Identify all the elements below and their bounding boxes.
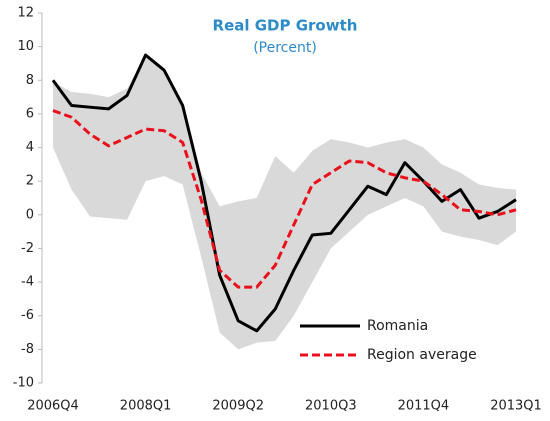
x-tick-label: 2006Q4 bbox=[27, 399, 79, 414]
x-tick-label: 2013Q1 bbox=[490, 399, 542, 414]
chart-subtitle: (Percent) bbox=[253, 40, 317, 56]
y-tick-label: -8 bbox=[21, 342, 34, 357]
y-tick-label: 2 bbox=[26, 174, 34, 189]
x-tick-label: 2009Q2 bbox=[212, 399, 264, 414]
y-tick-label: 10 bbox=[17, 39, 34, 54]
y-tick-label: 0 bbox=[26, 207, 34, 222]
y-tick-label: 12 bbox=[17, 6, 34, 21]
y-tick-label: -4 bbox=[21, 275, 34, 290]
y-tick-label: 4 bbox=[26, 140, 34, 155]
x-tick-label: 2011Q4 bbox=[398, 399, 450, 414]
chart-title: Real GDP Growth bbox=[213, 17, 358, 35]
x-tick-label: 2008Q1 bbox=[120, 399, 172, 414]
y-tick-label: 8 bbox=[26, 73, 34, 88]
series-line bbox=[51, 53, 517, 333]
series-line bbox=[52, 109, 517, 289]
range-band bbox=[53, 55, 516, 350]
x-tick-label: 2010Q3 bbox=[305, 399, 357, 414]
y-tick-label: -2 bbox=[21, 241, 34, 256]
y-tick-label: -6 bbox=[21, 308, 34, 323]
y-tick-label: -10 bbox=[13, 376, 34, 391]
legend-label: Romania bbox=[367, 318, 428, 334]
legend-label: Region average bbox=[367, 347, 477, 363]
y-tick-label: 6 bbox=[26, 106, 34, 121]
